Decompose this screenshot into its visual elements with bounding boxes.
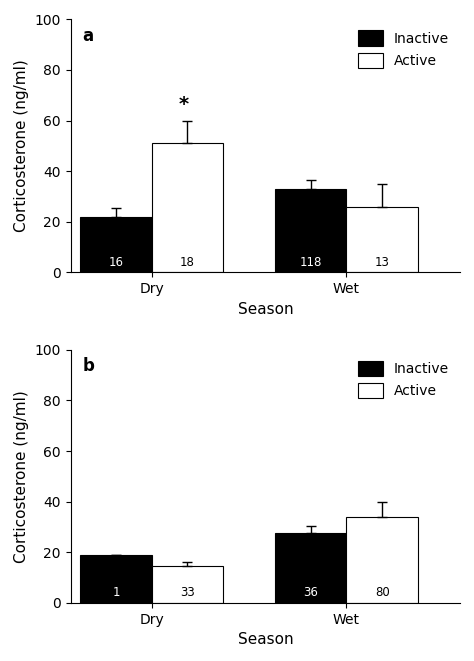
Y-axis label: Corticosterone (ng/ml): Corticosterone (ng/ml) <box>14 59 29 232</box>
X-axis label: Season: Season <box>237 632 293 647</box>
Text: 13: 13 <box>375 256 390 268</box>
Text: 80: 80 <box>375 586 390 599</box>
Text: 118: 118 <box>300 256 322 268</box>
Y-axis label: Corticosterone (ng/ml): Corticosterone (ng/ml) <box>14 390 29 563</box>
Text: 33: 33 <box>180 586 195 599</box>
X-axis label: Season: Season <box>237 301 293 317</box>
Text: a: a <box>82 27 93 45</box>
Bar <box>275 189 346 272</box>
Bar <box>80 217 152 272</box>
Text: 18: 18 <box>180 256 195 268</box>
Text: 16: 16 <box>109 256 124 268</box>
Bar <box>152 143 223 272</box>
Bar <box>346 517 418 603</box>
Legend: Inactive, Active: Inactive, Active <box>354 26 453 72</box>
Bar <box>152 566 223 603</box>
Legend: Inactive, Active: Inactive, Active <box>354 357 453 403</box>
Text: b: b <box>82 358 94 375</box>
Bar <box>275 533 346 603</box>
Bar <box>80 555 152 603</box>
Text: 36: 36 <box>303 586 318 599</box>
Bar <box>346 207 418 272</box>
Text: *: * <box>179 95 189 114</box>
Text: 1: 1 <box>112 586 120 599</box>
